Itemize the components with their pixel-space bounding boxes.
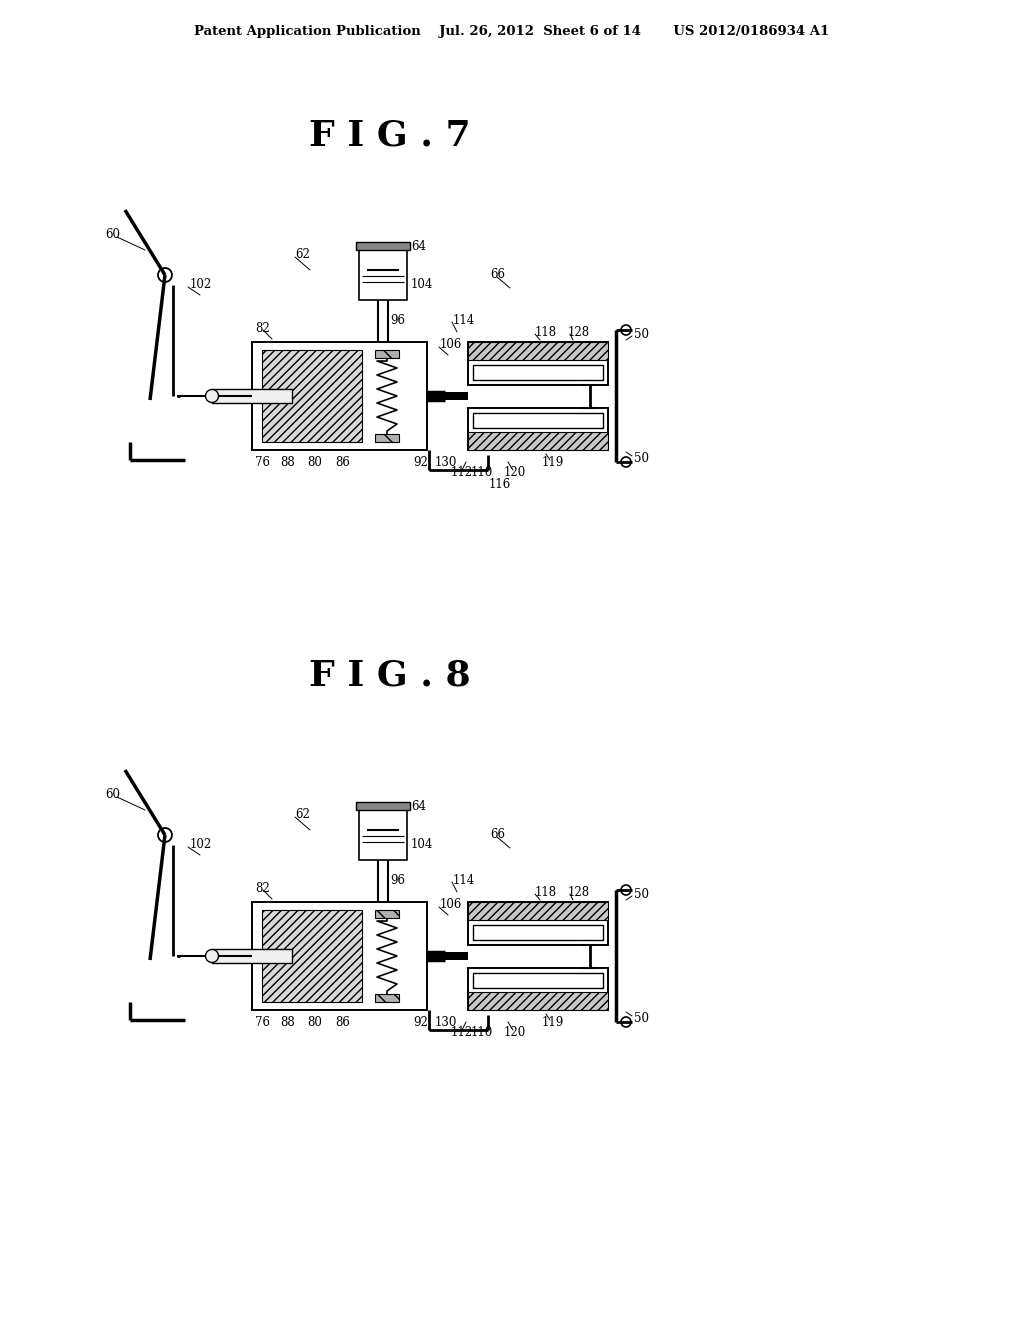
Text: 128: 128 [568, 886, 590, 899]
Text: 76: 76 [255, 455, 269, 469]
Text: 82: 82 [255, 322, 269, 334]
Bar [375, 350, 399, 358]
Text: 130: 130 [435, 455, 457, 469]
Bar [262, 909, 362, 1002]
Text: 50: 50 [634, 887, 649, 900]
Text: 64: 64 [411, 239, 426, 252]
Text: 80: 80 [307, 455, 323, 469]
Text: 92: 92 [414, 1015, 428, 1028]
Bar [359, 810, 407, 861]
Text: 50: 50 [634, 327, 649, 341]
Text: 119: 119 [542, 1015, 564, 1028]
Bar [473, 925, 603, 940]
Text: 112: 112 [451, 466, 473, 479]
Text: 64: 64 [411, 800, 426, 813]
Bar [262, 350, 362, 442]
Bar [212, 949, 292, 964]
Text: 112: 112 [451, 1026, 473, 1039]
Bar [445, 952, 468, 960]
Text: 116: 116 [488, 479, 511, 491]
Text: 120: 120 [504, 1026, 526, 1039]
Bar [468, 342, 608, 385]
Text: 76: 76 [255, 1015, 269, 1028]
Bar [468, 902, 608, 920]
Bar [468, 342, 608, 360]
Text: 130: 130 [435, 1015, 457, 1028]
Text: 119: 119 [542, 455, 564, 469]
Text: 80: 80 [307, 1015, 323, 1028]
Bar [473, 973, 603, 987]
Bar [375, 994, 399, 1002]
Text: 96: 96 [390, 314, 406, 326]
Bar [212, 389, 292, 403]
Bar [473, 366, 603, 380]
Circle shape [206, 389, 218, 403]
Text: 106: 106 [440, 899, 463, 912]
Text: Patent Application Publication    Jul. 26, 2012  Sheet 6 of 14       US 2012/018: Patent Application Publication Jul. 26, … [195, 25, 829, 38]
Bar [252, 342, 427, 450]
Bar [468, 432, 608, 450]
Text: 128: 128 [568, 326, 590, 338]
Circle shape [206, 949, 218, 962]
Bar [375, 909, 399, 917]
Bar [427, 392, 445, 400]
Text: 114: 114 [453, 874, 475, 887]
Text: 50: 50 [634, 1011, 649, 1024]
Bar [468, 902, 608, 945]
Text: 88: 88 [281, 455, 295, 469]
Text: 110: 110 [471, 466, 494, 479]
Text: 102: 102 [190, 279, 212, 292]
Text: 62: 62 [295, 248, 310, 261]
Bar [356, 803, 410, 810]
Text: 118: 118 [535, 326, 557, 338]
Bar [252, 902, 427, 1010]
Text: 86: 86 [336, 1015, 350, 1028]
Bar [473, 413, 603, 428]
Text: 50: 50 [634, 451, 649, 465]
Text: F I G . 8: F I G . 8 [309, 657, 471, 692]
Bar [356, 242, 410, 249]
Bar [468, 408, 608, 450]
Bar [468, 993, 608, 1010]
Bar [445, 392, 468, 400]
Text: 82: 82 [255, 882, 269, 895]
Text: 96: 96 [390, 874, 406, 887]
Text: 118: 118 [535, 886, 557, 899]
Text: 114: 114 [453, 314, 475, 326]
Text: F I G . 7: F I G . 7 [309, 117, 471, 152]
Text: 104: 104 [411, 279, 433, 292]
Bar [375, 434, 399, 442]
Text: 102: 102 [190, 838, 212, 851]
Text: 92: 92 [414, 455, 428, 469]
Text: 120: 120 [504, 466, 526, 479]
Text: 66: 66 [490, 829, 505, 842]
Text: 106: 106 [440, 338, 463, 351]
Text: 60: 60 [105, 788, 120, 801]
Text: 110: 110 [471, 1026, 494, 1039]
Text: 60: 60 [105, 228, 120, 242]
Bar [359, 249, 407, 300]
Text: 104: 104 [411, 838, 433, 851]
Text: 66: 66 [490, 268, 505, 281]
Text: 86: 86 [336, 455, 350, 469]
Bar [468, 968, 608, 1010]
Text: 62: 62 [295, 808, 310, 821]
Text: 88: 88 [281, 1015, 295, 1028]
Bar [427, 952, 445, 960]
